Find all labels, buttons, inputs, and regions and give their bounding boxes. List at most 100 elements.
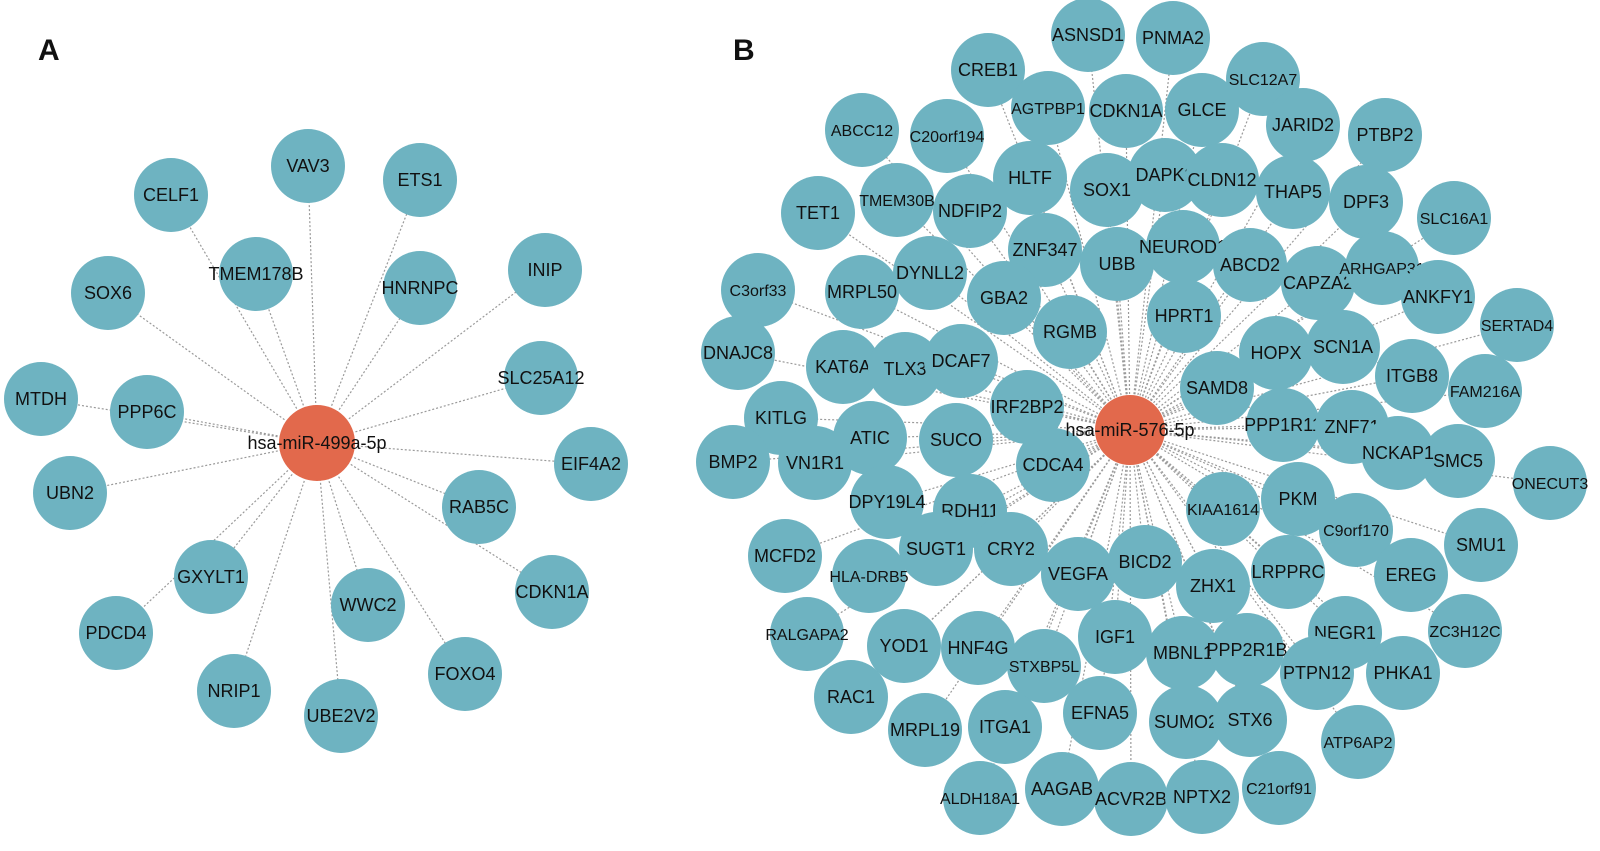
target-node-agtpbp1[interactable]: AGTPBP1 xyxy=(1011,71,1085,145)
target-node-bmp2[interactable]: BMP2 xyxy=(696,425,770,499)
target-node-irf2bp2[interactable]: IRF2BP2 xyxy=(990,370,1064,444)
mirna-node-b[interactable]: hsa-miR-576-5p xyxy=(1065,395,1195,465)
target-node-hopx[interactable]: HOPX xyxy=(1239,316,1313,390)
target-node-onecut3[interactable]: ONECUT3 xyxy=(1512,446,1589,520)
target-node-ubb[interactable]: UBB xyxy=(1080,227,1154,301)
target-node-cldn12[interactable]: CLDN12 xyxy=(1185,143,1259,217)
target-node-ankfy1[interactable]: ANKFY1 xyxy=(1401,260,1475,334)
target-node-ndfip2[interactable]: NDFIP2 xyxy=(933,174,1007,248)
target-node-tmem30b[interactable]: TMEM30B xyxy=(859,163,935,237)
target-node-gxylt1[interactable]: GXYLT1 xyxy=(174,540,248,614)
target-node-stxbp5l[interactable]: STXBP5L xyxy=(1007,629,1081,703)
target-node-atic[interactable]: ATIC xyxy=(833,401,907,475)
target-node-creb1[interactable]: CREB1 xyxy=(951,33,1025,107)
target-node-cdkn1a[interactable]: CDKN1A xyxy=(1089,74,1163,148)
target-node-nptx2[interactable]: NPTX2 xyxy=(1165,760,1239,834)
target-node-sox6[interactable]: SOX6 xyxy=(71,256,145,330)
target-node-jarid2[interactable]: JARID2 xyxy=(1266,88,1340,162)
target-node-dcaf7[interactable]: DCAF7 xyxy=(924,324,998,398)
target-node-cdca4[interactable]: CDCA4 xyxy=(1016,428,1090,502)
target-node-c20orf194[interactable]: C20orf194 xyxy=(910,99,985,173)
target-node-dpf3[interactable]: DPF3 xyxy=(1329,165,1403,239)
target-node-sumo2[interactable]: SUMO2 xyxy=(1149,685,1223,759)
target-node-ubn2[interactable]: UBN2 xyxy=(33,456,107,530)
target-node-pkm[interactable]: PKM xyxy=(1261,462,1335,536)
target-node-tet1[interactable]: TET1 xyxy=(781,176,855,250)
target-node-asnsd1[interactable]: ASNSD1 xyxy=(1051,0,1125,72)
target-node-arhgap31[interactable]: ARHGAP31 xyxy=(1339,231,1425,305)
target-node-aagab[interactable]: AAGAB xyxy=(1025,752,1099,826)
target-node-nrip1[interactable]: NRIP1 xyxy=(197,654,271,728)
target-node-yod1[interactable]: YOD1 xyxy=(867,609,941,683)
target-node-ppp1r11[interactable]: PPP1R11 xyxy=(1244,388,1322,462)
target-node-foxo4[interactable]: FOXO4 xyxy=(428,637,502,711)
target-node-aldh18a1[interactable]: ALDH18A1 xyxy=(940,761,1020,835)
target-node-kiaa1614[interactable]: KIAA1614 xyxy=(1186,472,1260,546)
target-node-cdkn1a[interactable]: CDKN1A xyxy=(515,555,589,629)
target-node-ube2v2[interactable]: UBE2V2 xyxy=(304,679,378,753)
target-node-znf347[interactable]: ZNF347 xyxy=(1008,213,1082,287)
target-node-stx6[interactable]: STX6 xyxy=(1213,683,1287,757)
target-node-kat6a[interactable]: KAT6A xyxy=(806,330,880,404)
target-node-efna5[interactable]: EFNA5 xyxy=(1063,676,1137,750)
target-node-acvr2b[interactable]: ACVR2B xyxy=(1094,762,1168,836)
target-node-abcc12[interactable]: ABCC12 xyxy=(825,93,899,167)
target-node-scn1a[interactable]: SCN1A xyxy=(1306,310,1380,384)
target-node-wwc2[interactable]: WWC2 xyxy=(331,568,405,642)
target-node-tlx3[interactable]: TLX3 xyxy=(868,332,942,406)
target-node-thap5[interactable]: THAP5 xyxy=(1256,155,1330,229)
target-node-tmem178b[interactable]: TMEM178B xyxy=(208,237,304,311)
target-node-mrpl50[interactable]: MRPL50 xyxy=(825,255,899,329)
target-node-c21orf91[interactable]: C21orf91 xyxy=(1242,751,1316,825)
target-node-rac1[interactable]: RAC1 xyxy=(814,660,888,734)
target-node-hnrnpc[interactable]: HNRNPC xyxy=(381,251,459,325)
target-node-dpy19l4[interactable]: DPY19L4 xyxy=(848,465,926,539)
target-node-ptbp2[interactable]: PTBP2 xyxy=(1348,98,1422,172)
target-node-smu1[interactable]: SMU1 xyxy=(1444,508,1518,582)
target-node-phka1[interactable]: PHKA1 xyxy=(1366,636,1440,710)
target-node-vegfa[interactable]: VEGFA xyxy=(1041,537,1115,611)
target-node-mcfd2[interactable]: MCFD2 xyxy=(748,519,822,593)
target-node-neurod1[interactable]: NEUROD1 xyxy=(1139,210,1227,284)
target-node-c9orf170[interactable]: C9orf170 xyxy=(1319,493,1393,567)
target-node-bicd2[interactable]: BICD2 xyxy=(1108,525,1182,599)
target-node-gba2[interactable]: GBA2 xyxy=(967,261,1041,335)
target-node-slc16a1[interactable]: SLC16A1 xyxy=(1417,181,1491,255)
target-node-hnf4g[interactable]: HNF4G xyxy=(941,611,1015,685)
target-node-fam216a[interactable]: FAM216A xyxy=(1448,354,1522,428)
mirna-node-a[interactable]: hsa-miR-499a-5p xyxy=(247,405,387,481)
target-node-samd8[interactable]: SAMD8 xyxy=(1180,351,1254,425)
target-node-igf1[interactable]: IGF1 xyxy=(1078,600,1152,674)
target-node-itgb8[interactable]: ITGB8 xyxy=(1375,339,1449,413)
target-node-capza2[interactable]: CAPZA2 xyxy=(1281,246,1355,320)
target-node-slc25a12[interactable]: SLC25A12 xyxy=(497,341,585,415)
target-node-pnma2[interactable]: PNMA2 xyxy=(1136,1,1210,75)
target-node-lrpprc[interactable]: LRPPRC xyxy=(1251,535,1325,609)
target-node-abcd2[interactable]: ABCD2 xyxy=(1213,228,1287,302)
target-node-glce[interactable]: GLCE xyxy=(1165,73,1239,147)
target-node-vn1r1[interactable]: VN1R1 xyxy=(778,426,852,500)
target-node-itga1[interactable]: ITGA1 xyxy=(968,690,1042,764)
target-node-ppp6c[interactable]: PPP6C xyxy=(110,375,184,449)
target-node-atp6ap2[interactable]: ATP6AP2 xyxy=(1321,705,1395,779)
target-node-c3orf33[interactable]: C3orf33 xyxy=(721,253,795,327)
target-node-rgmb[interactable]: RGMB xyxy=(1033,295,1107,369)
target-node-dnajc8[interactable]: DNAJC8 xyxy=(701,316,775,390)
target-node-ets1[interactable]: ETS1 xyxy=(383,143,457,217)
target-node-sertad4[interactable]: SERTAD4 xyxy=(1480,288,1554,362)
target-node-pdcd4[interactable]: PDCD4 xyxy=(79,596,153,670)
target-node-hltf[interactable]: HLTF xyxy=(993,141,1067,215)
target-node-vav3[interactable]: VAV3 xyxy=(271,129,345,203)
target-node-hprt1[interactable]: HPRT1 xyxy=(1147,279,1221,353)
target-node-mtdh[interactable]: MTDH xyxy=(4,362,78,436)
target-node-nckap1[interactable]: NCKAP1 xyxy=(1361,416,1435,490)
target-node-ppp2r1b[interactable]: PPP2R1B xyxy=(1206,613,1288,687)
target-node-hla-drb5[interactable]: HLA-DRB5 xyxy=(829,539,909,613)
target-node-sox1[interactable]: SOX1 xyxy=(1070,153,1144,227)
target-node-smc5[interactable]: SMC5 xyxy=(1421,424,1495,498)
target-node-sugt1[interactable]: SUGT1 xyxy=(899,512,973,586)
target-node-mrpl19[interactable]: MRPL19 xyxy=(888,693,962,767)
target-node-suco[interactable]: SUCO xyxy=(919,403,993,477)
target-node-dynll2[interactable]: DYNLL2 xyxy=(893,236,967,310)
target-node-zc3h12c[interactable]: ZC3H12C xyxy=(1428,594,1502,668)
